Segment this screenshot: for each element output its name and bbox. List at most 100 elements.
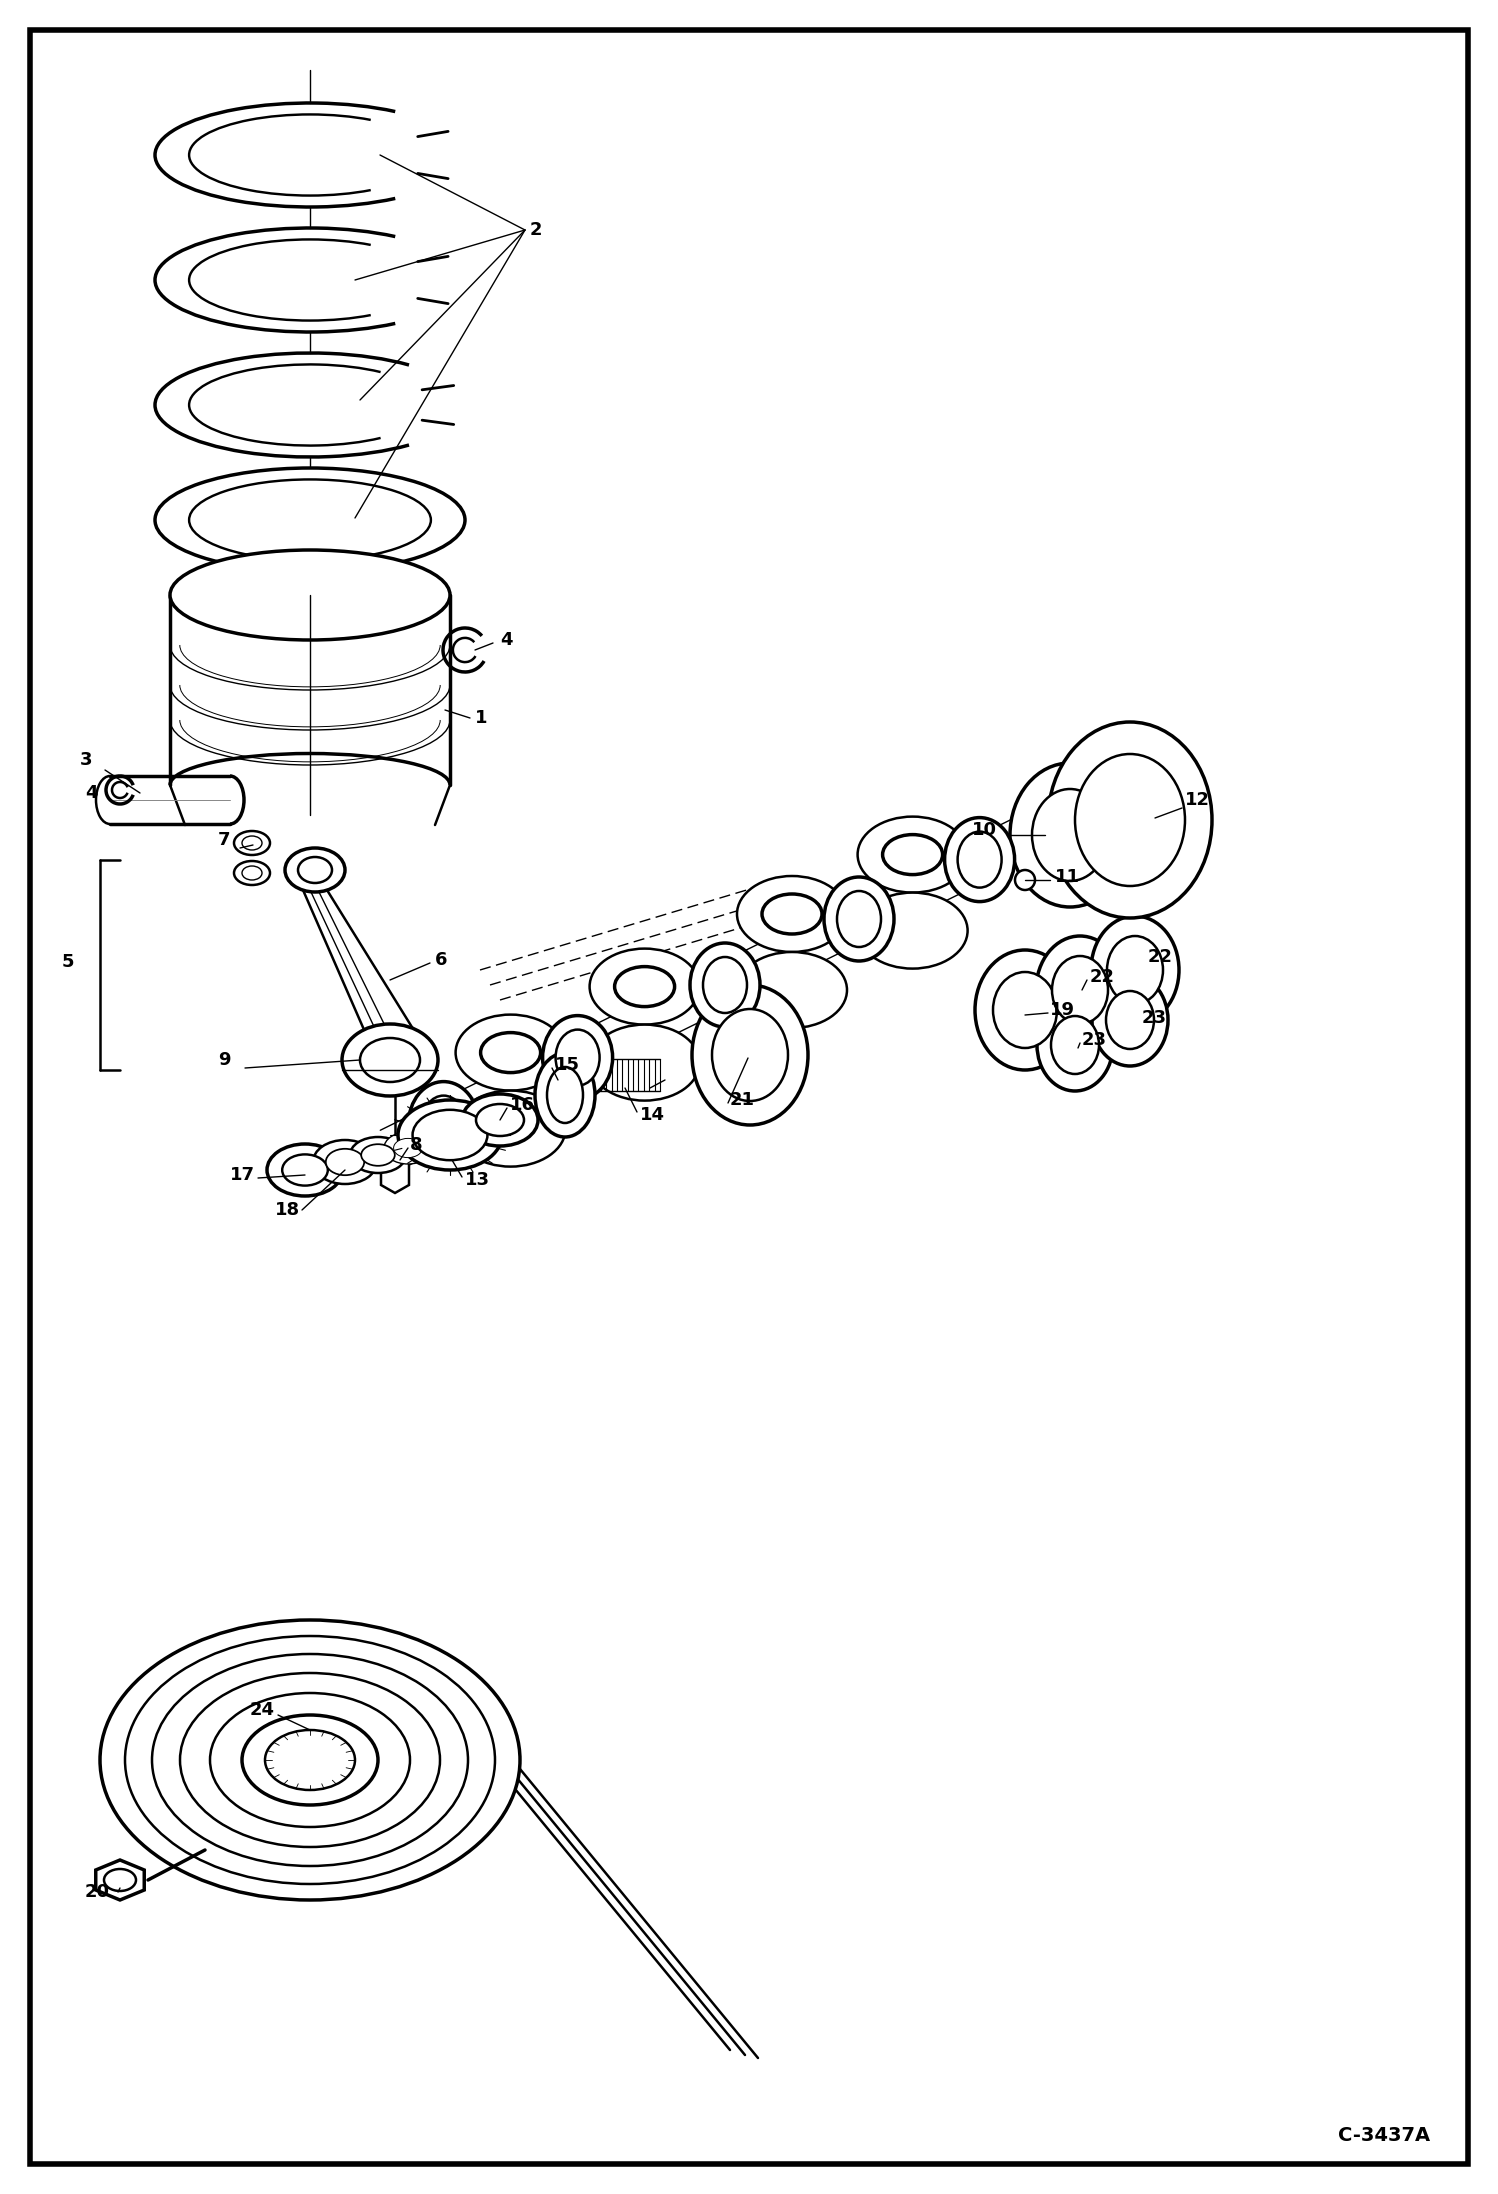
Text: 8: 8 (410, 1136, 422, 1154)
Text: 10: 10 (972, 821, 998, 838)
Text: 23: 23 (1141, 1009, 1167, 1027)
Ellipse shape (189, 480, 431, 559)
Ellipse shape (265, 1731, 355, 1790)
Ellipse shape (712, 1009, 788, 1101)
Ellipse shape (703, 957, 748, 1014)
Text: 15: 15 (554, 1055, 580, 1075)
Ellipse shape (234, 860, 270, 884)
Polygon shape (380, 1161, 409, 1194)
Ellipse shape (151, 1654, 467, 1867)
Text: 13: 13 (464, 1172, 490, 1189)
Ellipse shape (692, 985, 807, 1126)
Ellipse shape (154, 467, 464, 573)
Ellipse shape (547, 1066, 583, 1123)
Text: 2: 2 (530, 222, 542, 239)
Ellipse shape (1076, 755, 1185, 886)
Ellipse shape (180, 1674, 440, 1847)
Ellipse shape (210, 1694, 410, 1828)
Ellipse shape (1016, 871, 1035, 891)
Ellipse shape (481, 1033, 541, 1073)
Ellipse shape (351, 1136, 406, 1174)
Polygon shape (96, 1861, 144, 1900)
Ellipse shape (1106, 992, 1153, 1049)
Ellipse shape (857, 816, 968, 893)
Ellipse shape (542, 1016, 613, 1099)
Ellipse shape (882, 834, 942, 875)
Ellipse shape (1092, 974, 1168, 1066)
Ellipse shape (837, 891, 881, 948)
Ellipse shape (234, 832, 270, 856)
Text: 1: 1 (475, 709, 487, 726)
Ellipse shape (614, 968, 674, 1007)
Ellipse shape (243, 1716, 377, 1806)
Text: 16: 16 (509, 1097, 535, 1115)
Text: 5: 5 (61, 952, 75, 972)
Ellipse shape (1049, 722, 1212, 917)
Ellipse shape (285, 849, 345, 893)
Text: 24: 24 (250, 1700, 276, 1720)
Ellipse shape (737, 875, 846, 952)
Text: C-3437A: C-3437A (1338, 2126, 1431, 2146)
Ellipse shape (945, 818, 1014, 902)
Ellipse shape (313, 1141, 377, 1185)
Text: 18: 18 (276, 1200, 300, 1220)
Ellipse shape (124, 1637, 494, 1885)
Ellipse shape (1052, 957, 1109, 1025)
Ellipse shape (1091, 917, 1179, 1025)
Ellipse shape (556, 1029, 599, 1086)
Text: 4: 4 (500, 632, 512, 649)
Ellipse shape (762, 893, 822, 935)
Text: 19: 19 (1050, 1000, 1076, 1018)
Ellipse shape (1052, 1016, 1100, 1075)
Ellipse shape (957, 832, 1002, 889)
Text: 9: 9 (219, 1051, 231, 1068)
Ellipse shape (383, 1132, 431, 1165)
Ellipse shape (1037, 937, 1124, 1044)
Text: 17: 17 (231, 1165, 255, 1185)
Ellipse shape (325, 1150, 364, 1176)
Ellipse shape (590, 1025, 700, 1101)
Ellipse shape (409, 1082, 478, 1165)
Ellipse shape (267, 1143, 343, 1196)
Ellipse shape (590, 948, 700, 1025)
Ellipse shape (455, 1090, 566, 1167)
Ellipse shape (100, 1619, 520, 1900)
Ellipse shape (1037, 998, 1113, 1090)
Polygon shape (303, 891, 415, 1051)
Ellipse shape (1107, 937, 1162, 1005)
Ellipse shape (398, 1099, 502, 1169)
Text: 22: 22 (1147, 948, 1173, 965)
Ellipse shape (461, 1095, 538, 1145)
Ellipse shape (455, 1014, 566, 1090)
Text: 14: 14 (640, 1106, 665, 1123)
Ellipse shape (1032, 790, 1109, 882)
Ellipse shape (394, 1139, 422, 1158)
Ellipse shape (993, 972, 1058, 1049)
Ellipse shape (282, 1154, 328, 1185)
Ellipse shape (975, 950, 1076, 1071)
Ellipse shape (243, 867, 262, 880)
Text: 22: 22 (1091, 968, 1115, 985)
Text: 23: 23 (1082, 1031, 1107, 1049)
Ellipse shape (169, 551, 449, 641)
Text: 6: 6 (434, 950, 448, 970)
Ellipse shape (824, 878, 894, 961)
Ellipse shape (360, 1038, 419, 1082)
Ellipse shape (1010, 764, 1129, 906)
Text: 20: 20 (85, 1882, 109, 1900)
Ellipse shape (476, 1104, 524, 1136)
Ellipse shape (103, 1869, 136, 1891)
Text: 3: 3 (79, 750, 93, 770)
Ellipse shape (535, 1053, 595, 1136)
Ellipse shape (737, 952, 846, 1029)
Ellipse shape (298, 858, 333, 882)
Text: 4: 4 (85, 783, 97, 803)
Ellipse shape (361, 1145, 395, 1165)
Ellipse shape (421, 1095, 466, 1152)
Text: 7: 7 (219, 832, 231, 849)
Ellipse shape (691, 943, 759, 1027)
Ellipse shape (857, 893, 968, 968)
Ellipse shape (243, 836, 262, 849)
FancyBboxPatch shape (30, 31, 1468, 2163)
Ellipse shape (412, 1110, 487, 1161)
